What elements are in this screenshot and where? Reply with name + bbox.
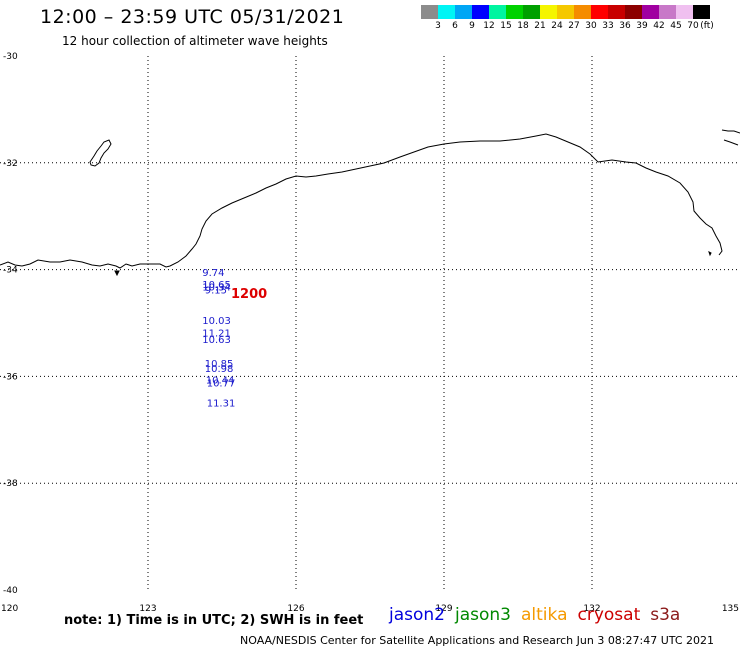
legend-cryosat: cryosat (577, 605, 641, 625)
wave-height-label: 10.98 (205, 364, 234, 375)
color-scale-label: 15 (500, 21, 512, 31)
wave-height-label: 10.03 (202, 316, 231, 327)
latitude-tick-label: -34 (3, 266, 18, 276)
recherche-island (89, 139, 112, 167)
latitude-tick-label: -32 (3, 159, 18, 169)
map-subtitle: 12 hour collection of altimeter wave hei… (62, 34, 328, 48)
color-swatch (523, 5, 540, 19)
color-scale-label: 30 (585, 21, 597, 31)
color-swatch (438, 5, 455, 19)
color-scale-label: 45 (670, 21, 682, 31)
latitude-tick-label: -30 (3, 52, 18, 62)
longitude-tick-label: 129 (435, 604, 452, 614)
longitude-tick-label: 123 (139, 604, 156, 614)
color-scale-label: 27 (568, 21, 580, 31)
footer-note: note: 1) Time is in UTC; 2) SWH is in fe… (64, 613, 364, 628)
latitude-tick-label: -38 (3, 479, 18, 489)
longitude-tick-label: 120 (1, 604, 18, 614)
longitude-tick-label: 132 (583, 604, 600, 614)
map-gridlines (0, 56, 740, 590)
latitude-tick-labels: -30 -32 -34 -36 -38 -40 (3, 52, 18, 596)
color-scale-label: 12 (483, 21, 495, 31)
map-title: 12:00 – 23:59 UTC 05/31/2021 (40, 6, 345, 28)
wave-height-color-scale: 3 6 9 12 15 18 21 24 27 30 33 36 39 42 45 70 (ft) (421, 5, 740, 33)
color-scale-label: 42 (653, 21, 665, 31)
color-scale-label: 36 (619, 21, 631, 31)
legend-jason2: jason2 (389, 605, 445, 625)
wave-height-label: 10.34 (202, 282, 231, 293)
legend-s3a: s3a (650, 605, 681, 625)
color-swatch (591, 5, 608, 19)
legend-altika: altika (521, 605, 568, 625)
color-swatch (472, 5, 489, 19)
latitude-tick-label: -40 (3, 586, 18, 596)
color-swatch (676, 5, 693, 19)
australia-coastline (0, 133, 723, 269)
coastal-islet (114, 251, 712, 277)
color-swatch (693, 5, 710, 19)
color-scale-label: 3 (435, 21, 441, 31)
wave-height-label: 9.15 (205, 286, 227, 297)
color-scale-unit: (ft) (700, 21, 714, 31)
color-swatch (455, 5, 472, 19)
color-scale-label: 33 (602, 21, 614, 31)
satellite-legend: jason2 jason3 altika cryosat s3a (389, 605, 690, 625)
time-marker-label: 1200 (231, 287, 267, 302)
color-swatch (489, 5, 506, 19)
legend-jason3: jason3 (455, 605, 511, 625)
longitude-tick-label: 126 (287, 604, 304, 614)
wave-height-label: 11.21 (202, 328, 231, 339)
wave-height-label: 10.65 (202, 280, 231, 291)
color-swatch (608, 5, 625, 19)
color-swatch (506, 5, 523, 19)
color-swatch (540, 5, 557, 19)
color-swatch (659, 5, 676, 19)
credit-line: NOAA/NESDIS Center for Satellite Applica… (240, 634, 715, 647)
color-scale-label: 70 (687, 21, 699, 31)
color-scale-label: 24 (551, 21, 563, 31)
color-scale-label: 9 (469, 21, 475, 31)
color-swatch (421, 5, 438, 19)
color-swatch (557, 5, 574, 19)
color-scale-label: 18 (517, 21, 529, 31)
latitude-tick-label: -36 (3, 372, 18, 382)
color-swatch (642, 5, 659, 19)
wave-height-label: 10.44 (206, 375, 235, 386)
wave-height-observations: 9.7410.6510.349.1510.0311.2110.6310.8510… (202, 268, 235, 409)
longitude-tick-label: 135 (722, 604, 739, 614)
color-scale-labels: 3 6 9 12 15 18 21 24 27 30 33 36 39 42 45 70 (ft) (421, 19, 740, 33)
color-scale-label: 6 (452, 21, 458, 31)
color-scale-label: 21 (534, 21, 546, 31)
color-swatch (625, 5, 642, 19)
wave-height-label: 10.85 (205, 359, 234, 370)
longitude-tick-labels: 120 123 126 129 132 135 (1, 604, 739, 614)
wave-height-label: 10.77 (207, 379, 236, 390)
color-scale-swatches (421, 5, 740, 19)
color-scale-label: 39 (636, 21, 648, 31)
wave-height-label: 9.74 (202, 268, 224, 279)
wave-height-label: 10.63 (202, 335, 231, 346)
wave-height-label: 11.31 (207, 398, 236, 409)
color-swatch (574, 5, 591, 19)
tasmania-edge-coast (721, 129, 740, 146)
